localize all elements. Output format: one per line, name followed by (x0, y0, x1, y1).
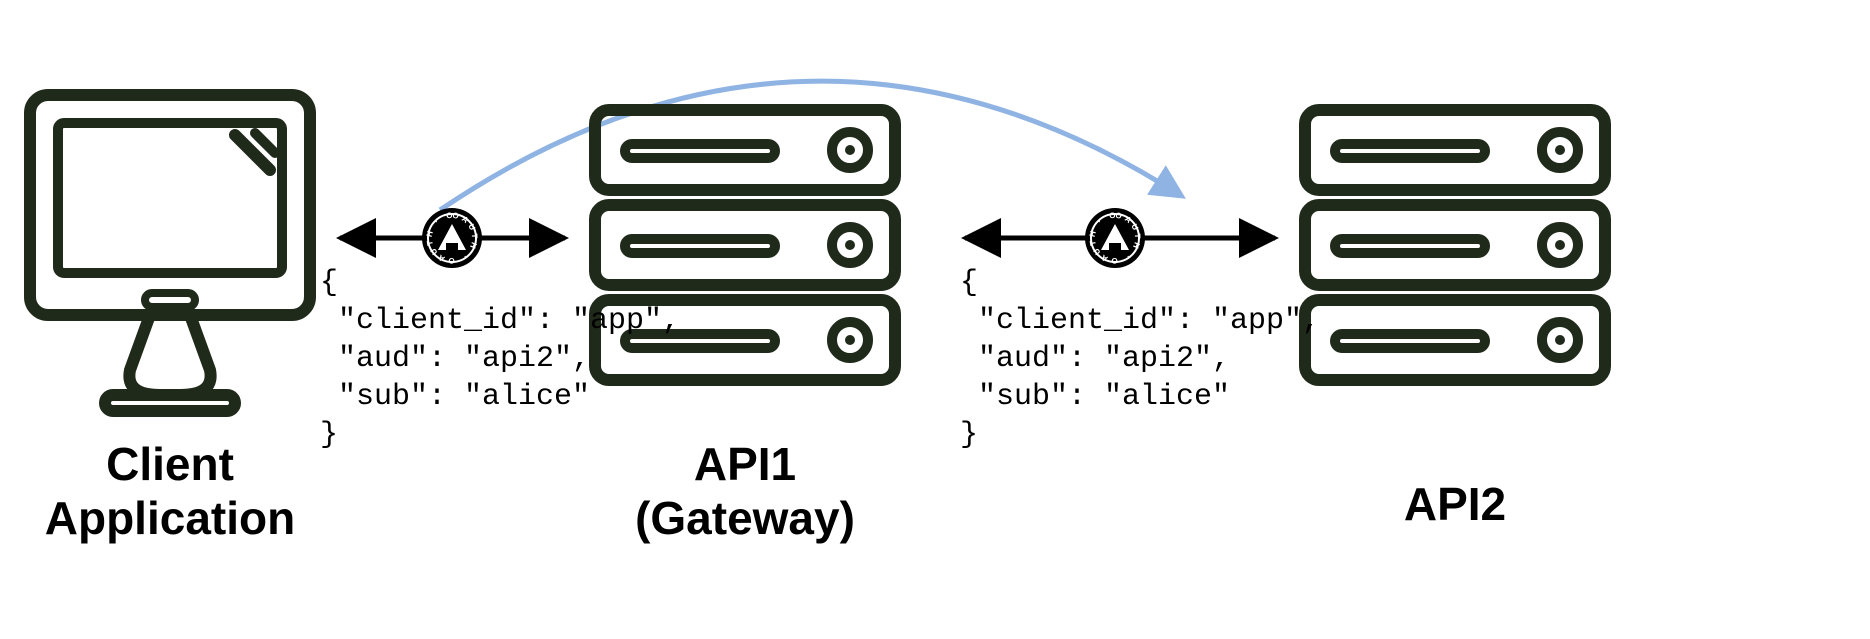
client-label-line1: Client (106, 438, 234, 490)
api2-icon (1305, 110, 1605, 380)
client-icon (30, 95, 310, 411)
api2-label-line1: API2 (1404, 478, 1506, 530)
api1-icon (595, 110, 895, 380)
client-label-line2: Application (45, 492, 295, 544)
api1-label-line2: (Gateway) (635, 492, 855, 544)
token-1: { "client_id": "app", "aud": "api2", "su… (0, 0, 770, 452)
oauth-badge-1: OAUTH · OAUTH · OAUTH · (422, 208, 482, 268)
api1-label-line1: API1 (694, 438, 796, 490)
oauth-badge-2: OAUTH · OAUTH · OAUTH · (1085, 208, 1145, 268)
